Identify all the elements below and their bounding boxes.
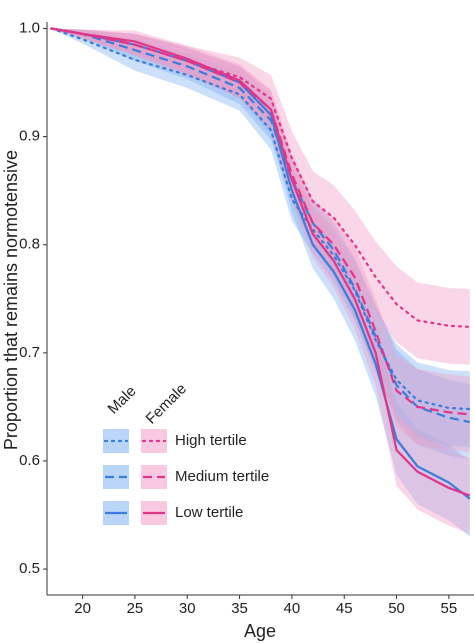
- confidence-band: [51, 28, 470, 365]
- x-tick-label: 35: [231, 600, 248, 617]
- y-tick-label: 1.0: [19, 19, 40, 36]
- y-tick-label: 0.7: [19, 344, 40, 361]
- legend-group-label: Female: [143, 380, 190, 427]
- y-axis-title: Proportion that remains normotensive: [1, 150, 21, 450]
- x-tick-label: 55: [441, 600, 458, 617]
- x-tick-label: 30: [179, 600, 196, 617]
- plot-area: [50, 27, 471, 537]
- survival-line: [50, 27, 470, 416]
- survival-line: [50, 27, 471, 328]
- survival-line: [50, 27, 471, 411]
- x-axis-title: Age: [244, 621, 276, 641]
- x-tick-label: 50: [388, 600, 405, 617]
- x-tick-label: 20: [74, 600, 91, 617]
- y-tick-label: 0.5: [19, 560, 40, 577]
- x-tick-label: 40: [284, 600, 301, 617]
- survival-line: [50, 27, 471, 424]
- legend-label: Low tertile: [175, 504, 243, 521]
- confidence-band: [51, 28, 470, 537]
- confidence-band: [51, 28, 470, 447]
- x-tick-label: 45: [336, 600, 353, 617]
- y-tick-label: 0.9: [19, 128, 40, 145]
- legend-label: High tertile: [175, 432, 247, 449]
- legend-group-label: Male: [105, 383, 140, 418]
- x-tick-label: 25: [127, 600, 144, 617]
- y-tick-label: 0.8: [19, 236, 40, 253]
- confidence-band: [51, 28, 470, 534]
- confidence-band: [51, 28, 470, 460]
- y-tick-label: 0.6: [19, 452, 40, 469]
- legend-label: Medium tertile: [175, 468, 269, 485]
- survival-line: [50, 27, 471, 497]
